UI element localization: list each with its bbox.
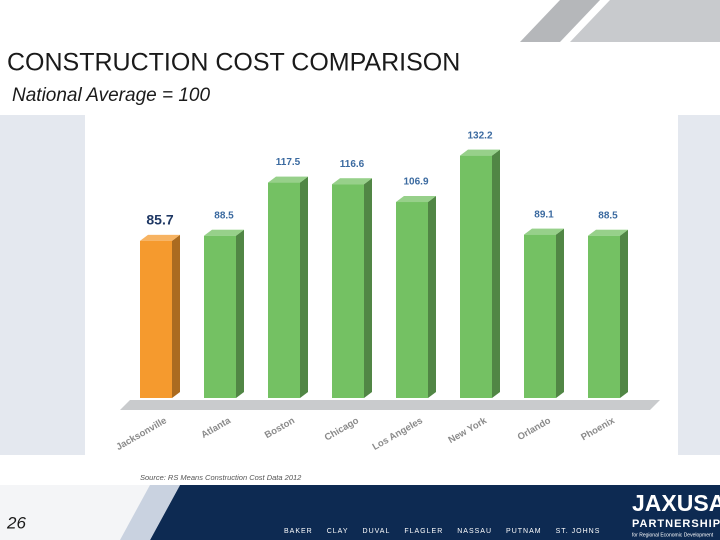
logo-line: PARTNERSHIP [632,518,720,530]
stripe [520,0,600,42]
bar-top-shade [460,149,500,156]
bar-side-shade [300,176,308,398]
logo-tagline: for Regional Economic Development [632,532,714,538]
value-label: 117.5 [276,157,301,168]
value-label: 85.7 [146,212,173,228]
bar-top [140,234,180,241]
bar-top-shade [268,176,308,183]
bar [204,235,236,398]
plot-panel [85,115,678,455]
bar-top [460,149,500,156]
county: DUVAL [363,528,391,535]
bar-side-shade [172,234,180,398]
bar-side [428,196,436,398]
stripe [570,0,720,42]
value-label: 106.9 [403,177,428,188]
bar-top-shade [524,228,564,235]
bar [140,240,172,398]
bar-side [300,176,308,398]
value-label: 89.1 [534,209,554,220]
bar-top-shade [588,229,628,236]
bar-side [172,234,180,398]
bar-side-shade [492,149,500,398]
footer-band [150,485,720,540]
page-number: 26 [6,513,26,532]
logo-name: JAXUSA [632,490,720,516]
subtitle: National Average = 100 [12,85,210,106]
county: FLAGLER [404,528,443,535]
bar-top [524,228,564,235]
bar-side [364,178,372,398]
bar-side-shade [364,178,372,398]
value-label: 88.5 [214,210,234,221]
bar-top-shade [140,234,180,241]
bar-top [268,176,308,183]
bar-top [588,229,628,236]
slide-title: CONSTRUCTION COST COMPARISON [7,49,460,77]
bar-top [332,178,372,185]
county: NASSAU [457,528,492,535]
county: PUTNAM [506,528,542,535]
stripe [120,485,180,540]
value-label: 116.6 [340,159,365,170]
value-label: 88.5 [598,210,618,221]
bar-top-shade [204,229,244,236]
county: CLAY [327,528,349,535]
bar-side [492,149,500,398]
bar-side-shade [428,196,436,398]
floor [120,400,660,410]
bar-side [236,229,244,398]
bar-top-shade [332,178,372,185]
bar-side [556,228,564,398]
bar-side-shade [236,229,244,398]
bar-top-shade [396,196,436,203]
bar [588,235,620,398]
county: BAKER [284,528,313,535]
bar [268,182,300,398]
bar-top [204,229,244,236]
value-label: 132.2 [467,130,492,141]
county: ST. JOHNS [556,528,601,535]
bar [460,155,492,398]
bar-side-shade [556,228,564,398]
bar [396,202,428,398]
bar-side-shade [620,229,628,398]
bar [332,184,364,398]
bar-top [396,196,436,203]
bar [524,234,556,398]
source-note: Source: RS Means Construction Cost Data … [140,473,302,482]
bar-side [620,229,628,398]
